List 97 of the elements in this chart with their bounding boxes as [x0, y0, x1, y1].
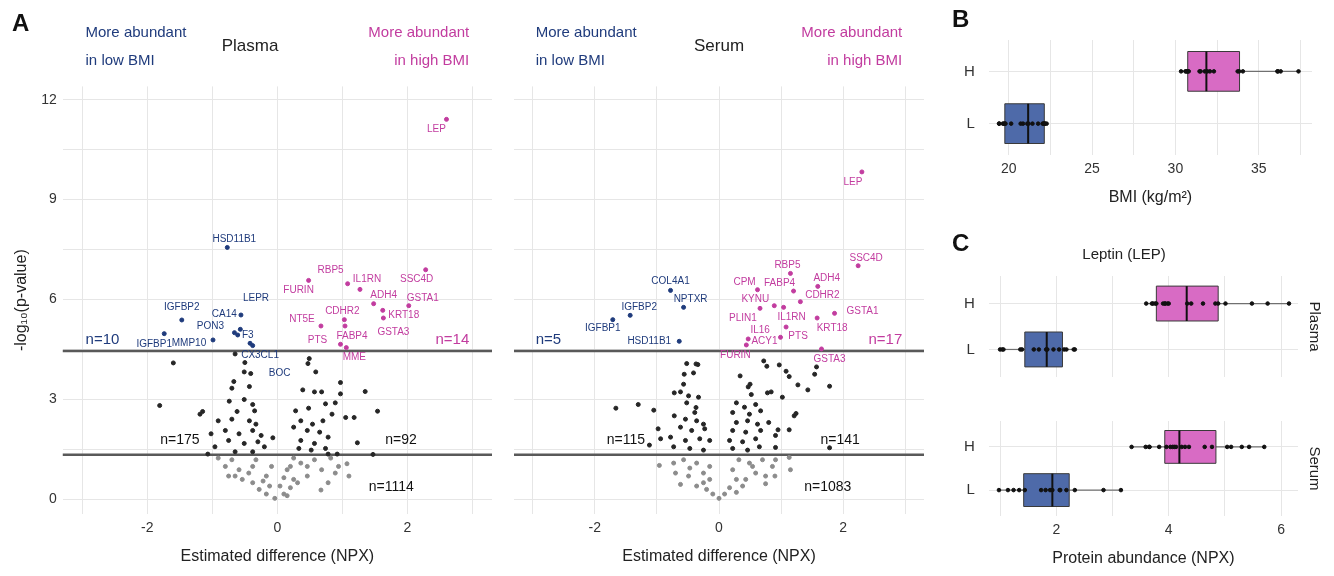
y-tick-label: L — [966, 480, 975, 498]
text: C — [952, 228, 970, 256]
data-label: ACY1 — [751, 335, 778, 347]
y-tick-label: 0 — [48, 489, 57, 506]
data-label: NPTXR — [673, 293, 708, 305]
x-tick-label: 0 — [273, 519, 282, 536]
data-label: CPM — [733, 276, 756, 288]
data-label: HSD11B1 — [212, 233, 257, 245]
x-axis-title: Estimated difference (NPX) — [180, 546, 375, 564]
data-label: GSTA3 — [377, 325, 410, 337]
data-label: RBP5 — [317, 264, 345, 276]
y-tick-label: H — [963, 437, 975, 455]
x-tick-label: 4 — [1164, 521, 1173, 538]
data-label: BOC — [268, 367, 291, 379]
y-tick-label: 6 — [48, 290, 57, 307]
data-label: IL1RN — [352, 273, 382, 285]
x-axis-title: BMI (kg/m²) — [1108, 187, 1193, 205]
data-label: RBP5 — [774, 259, 801, 271]
annotation: n=5 — [535, 330, 562, 348]
annotation: n=175 — [160, 430, 200, 447]
y-tick-label: 9 — [48, 190, 57, 207]
annotation: n=141 — [820, 430, 861, 447]
text: More abundant in high BMI — [368, 23, 471, 69]
data-label: IGFBP2 — [164, 300, 200, 312]
x-tick-label: 30 — [1167, 160, 1184, 177]
data-label: GSTA3 — [813, 352, 846, 364]
data-label: GSTA1 — [846, 305, 880, 317]
text: More abundant in low BMI — [535, 23, 638, 69]
data-label: F3 — [241, 328, 254, 340]
y-tick-label: H — [963, 293, 975, 311]
data-label: NT5E — [289, 312, 316, 324]
text: A — [12, 8, 30, 36]
data-label: IGFBP1 — [136, 338, 173, 350]
data-label: IL1RN — [777, 311, 806, 323]
data-label: KYNU — [741, 293, 770, 305]
x-axis-title: Estimated difference (NPX) — [622, 546, 816, 564]
annotation: n=17 — [868, 330, 903, 348]
data-label: KRT18 — [388, 309, 420, 321]
text: B — [952, 4, 970, 32]
y-tick-label: L — [966, 113, 975, 131]
x-tick-label: 2 — [403, 519, 412, 536]
y-tick-label: 3 — [48, 390, 57, 407]
data-label: CX3CL1 — [241, 349, 280, 361]
data-label: CDHR2 — [325, 305, 361, 317]
data-label: PTS — [307, 334, 328, 346]
data-label: PON3 — [196, 320, 225, 332]
annotation: n=14 — [435, 330, 470, 348]
data-label: LEP — [843, 175, 863, 187]
chart-title: Plasma — [221, 35, 279, 55]
chart-title: Serum — [693, 35, 745, 55]
data-label: FURIN — [283, 284, 314, 296]
annotation: n=1114 — [368, 478, 414, 495]
data-label: MMP10 — [171, 336, 207, 348]
x-tick-label: 20 — [1001, 160, 1017, 177]
data-label: IGFBP2 — [621, 301, 658, 313]
y2-axis-title: Serum — [1306, 446, 1324, 491]
x-tick-label: 2 — [839, 519, 848, 536]
data-label: PTS — [788, 329, 809, 341]
data-label: IGFBP1 — [584, 322, 621, 334]
annotation: n=92 — [385, 430, 417, 447]
data-label: FABP4 — [336, 329, 369, 341]
data-label: CDHR2 — [805, 289, 841, 301]
data-label: CA14 — [211, 308, 238, 320]
y2-axis-title: Plasma — [1306, 301, 1324, 353]
data-label: LEP — [427, 123, 447, 135]
annotation: n=115 — [606, 430, 646, 447]
data-label: COL4A1 — [651, 275, 691, 287]
x-tick-label: 35 — [1250, 160, 1267, 177]
x-tick-label: 6 — [1277, 521, 1286, 538]
y-tick-label: L — [966, 339, 975, 357]
data-label: FURIN — [720, 348, 751, 360]
x-tick-label: 0 — [715, 519, 724, 536]
chart-title: Leptin (LEP) — [1082, 245, 1166, 263]
y-tick-label: H — [963, 61, 975, 79]
data-label: KRT18 — [816, 321, 849, 333]
data-label: MME — [342, 351, 367, 363]
y-axis-title: -log₁₀(p-value) — [12, 249, 30, 352]
data-label: ADH4 — [370, 289, 398, 301]
annotation: n=1083 — [804, 478, 852, 495]
data-label: LEPR — [242, 291, 270, 303]
y-tick-label: 12 — [41, 90, 57, 107]
data-label: SSC4D — [399, 272, 434, 284]
x-tick-label: 25 — [1084, 160, 1101, 177]
x-tick-label: 2 — [1052, 521, 1061, 538]
x-tick-label: -2 — [141, 519, 154, 536]
x-tick-label: -2 — [588, 519, 602, 536]
data-label: GSTA1 — [406, 292, 440, 304]
data-label: HSD11B1 — [627, 335, 672, 347]
text: More abundant in low BMI — [85, 23, 188, 69]
data-label: FABP4 — [763, 276, 796, 288]
text: More abundant in high BMI — [801, 23, 904, 69]
annotation: n=10 — [85, 330, 120, 348]
data-label: IL16 — [750, 323, 771, 335]
data-label: SSC4D — [849, 251, 883, 263]
data-label: PLIN1 — [729, 312, 758, 324]
x-axis-title: Protein abundance (NPX) — [1052, 548, 1235, 566]
data-label: ADH4 — [813, 272, 841, 284]
